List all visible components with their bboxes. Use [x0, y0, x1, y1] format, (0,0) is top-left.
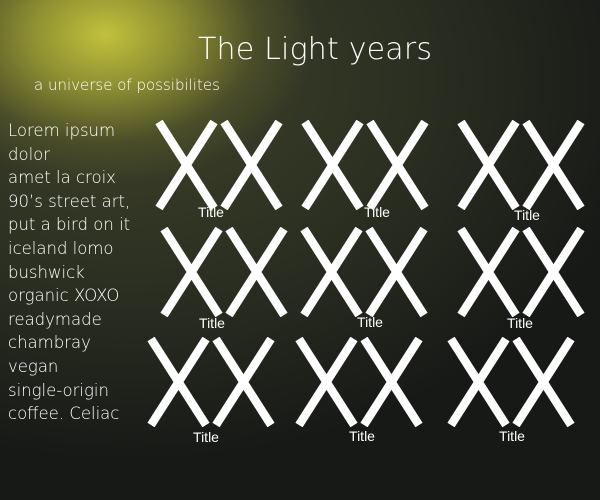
grid-item-label: Title [499, 428, 525, 444]
grid-item-8[interactable]: Title [294, 337, 424, 457]
grid-item-1[interactable]: Title [154, 120, 284, 240]
grid-item-6[interactable]: Title [456, 227, 586, 347]
placeholder-xx-icon [457, 227, 585, 317]
placeholder-xx-icon [155, 120, 283, 210]
placeholder-xx-icon [301, 120, 429, 210]
grid-item-label: Title [364, 204, 390, 220]
grid-item-label: Title [514, 207, 540, 223]
page-subtitle: a universe of possibilites [34, 76, 220, 94]
grid-item-3[interactable]: Title [456, 120, 586, 240]
grid-item-label: Title [198, 204, 224, 220]
intro-text: Lorem ipsum dolor amet la croix 90’s str… [8, 121, 131, 424]
grid-item-label: Title [357, 314, 383, 330]
grid-item-label: Title [193, 429, 219, 445]
placeholder-xx-icon [457, 120, 585, 210]
grid-item-9[interactable]: Title [446, 337, 576, 457]
grid-item-label: Title [199, 315, 225, 331]
placeholder-xx-icon [147, 337, 275, 427]
grid-item-5[interactable]: Title [299, 227, 429, 347]
grid-item-label: Title [349, 428, 375, 444]
grid-item-label: Title [507, 315, 533, 331]
placeholder-xx-icon [295, 337, 423, 427]
placeholder-xx-icon [300, 227, 428, 317]
page-title: The Light years [198, 32, 433, 67]
placeholder-xx-icon [160, 227, 288, 317]
grid-item-7[interactable]: Title [146, 337, 276, 457]
grid-item-2[interactable]: Title [300, 120, 430, 240]
grid-item-4[interactable]: Title [159, 227, 289, 347]
placeholder-xx-icon [447, 337, 575, 427]
